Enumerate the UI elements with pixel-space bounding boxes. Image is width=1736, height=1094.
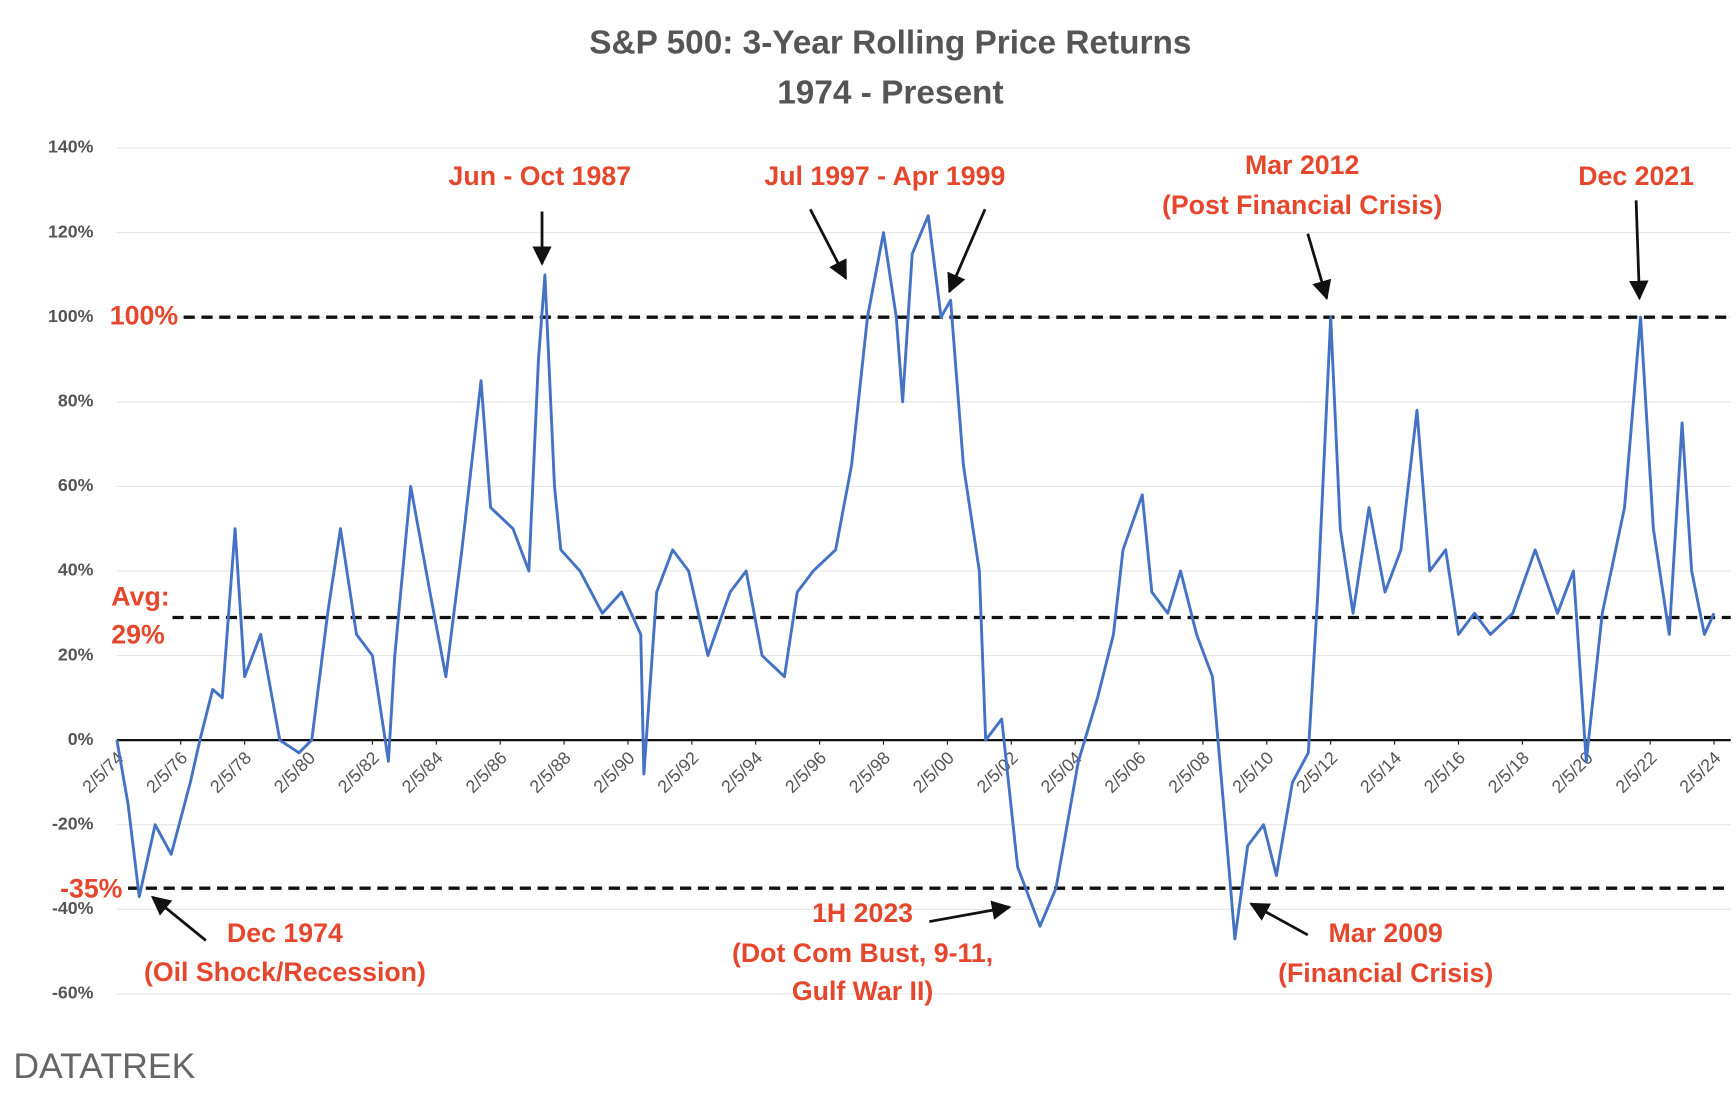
x-tick-label: 2/5/94: [717, 748, 766, 797]
reference-label: 100%: [110, 300, 179, 330]
annotation-text: Gulf War II): [792, 976, 933, 1006]
annotation-text: Jun - Oct 1987: [449, 161, 632, 191]
annotation-text: 1H 2023: [812, 898, 913, 928]
annotation-arrow: [947, 208, 987, 294]
plot-root: S&P 500: 3-Year Rolling Price Returns 19…: [13, 24, 1731, 1086]
x-tick-label: 2/5/90: [589, 748, 638, 797]
annotation-text: Mar 2009: [1329, 918, 1443, 948]
x-tick-label: 2/5/04: [1037, 748, 1086, 797]
annotation-text: (Oil Shock/Recession): [144, 957, 426, 987]
source-logo: DATATREK: [13, 1046, 195, 1086]
annotation-text: Dec 1974: [227, 918, 343, 948]
annotation-text: Jul 1997 - Apr 1999: [764, 161, 1005, 191]
annotation-arrow: [150, 895, 207, 942]
x-tick-label: 2/5/92: [653, 748, 702, 797]
x-tick-label: 2/5/24: [1675, 748, 1724, 797]
annotation-arrow: [1629, 200, 1649, 301]
y-tick-label: 140%: [48, 137, 94, 157]
reference-label: Avg:: [111, 582, 169, 612]
x-tick-label: 2/5/84: [398, 748, 447, 797]
y-tick-label: -60%: [52, 983, 94, 1003]
x-tick-label: 2/5/76: [142, 748, 191, 797]
x-tick-label: 2/5/10: [1228, 748, 1277, 797]
y-tick-label: -40%: [52, 898, 94, 918]
annotation-text: (Post Financial Crisis): [1162, 190, 1442, 220]
x-tick-label: 2/5/12: [1292, 748, 1341, 797]
x-tick-label: 2/5/86: [462, 748, 511, 797]
x-tick-label: 2/5/82: [334, 748, 383, 797]
reference-label: 29%: [111, 619, 165, 649]
reference-label: -35%: [60, 873, 123, 903]
chart-subtitle: 1974 - Present: [777, 74, 1003, 111]
x-tick-label: 2/5/78: [206, 748, 255, 797]
y-tick-label: 120%: [48, 221, 94, 241]
y-tick-label: 0%: [68, 729, 94, 749]
x-tick-label: 2/5/08: [1164, 748, 1213, 797]
series-line: [115, 214, 1716, 941]
annotation-text: (Financial Crisis): [1278, 958, 1493, 988]
x-tick-label: 2/5/20: [1548, 748, 1597, 797]
x-tick-label: 2/5/22: [1612, 748, 1661, 797]
y-tick-label: 60%: [58, 475, 94, 495]
annotation-arrow: [1306, 233, 1332, 301]
x-tick-label: 2/5/00: [909, 748, 958, 797]
x-tick-label: 2/5/06: [1101, 748, 1150, 797]
y-tick-label: 100%: [48, 306, 94, 326]
annotation-arrow: [809, 208, 848, 280]
y-tick-label: 20%: [58, 644, 94, 664]
x-tick-label: 2/5/02: [973, 748, 1022, 797]
x-tick-label: 2/5/80: [270, 748, 319, 797]
x-tick-label: 2/5/88: [526, 748, 575, 797]
x-tick-label: 2/5/16: [1420, 748, 1469, 797]
x-tick-label: 2/5/18: [1484, 748, 1533, 797]
x-tick-label: 2/5/14: [1356, 748, 1405, 797]
annotation-arrow: [1249, 902, 1309, 937]
y-tick-label: 80%: [58, 390, 94, 410]
annotation-text: Mar 2012: [1245, 150, 1359, 180]
annotation-arrow: [929, 900, 1012, 923]
y-tick-label: -20%: [52, 813, 94, 833]
x-tick-label: 2/5/98: [845, 748, 894, 797]
x-tick-label: 2/5/96: [781, 748, 830, 797]
chart-title: S&P 500: 3-Year Rolling Price Returns: [589, 24, 1191, 61]
y-tick-label: 40%: [58, 560, 94, 580]
annotation-text: (Dot Com Bust, 9-11,: [732, 938, 993, 968]
annotation-text: Dec 2021: [1578, 161, 1694, 191]
